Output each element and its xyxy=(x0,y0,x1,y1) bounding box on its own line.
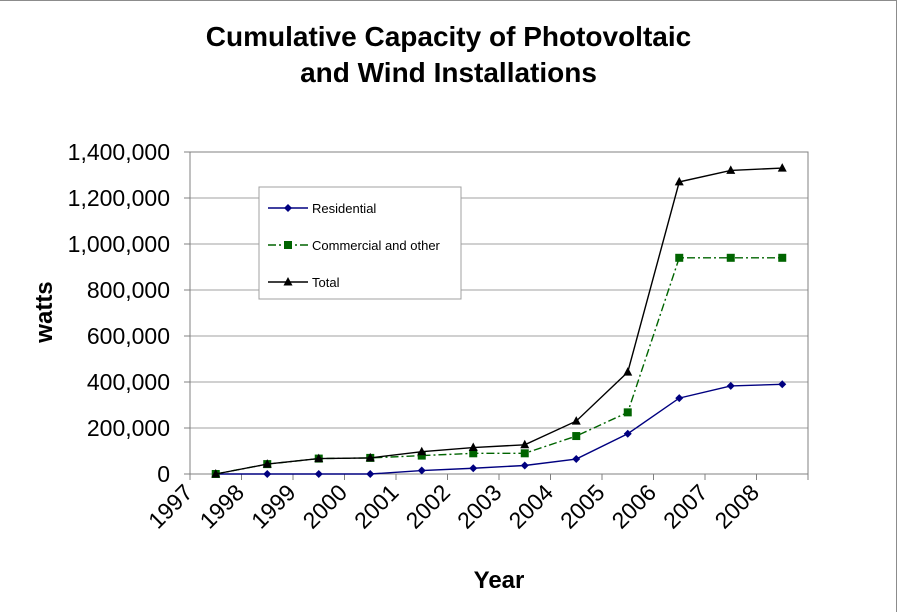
legend-marker xyxy=(284,204,292,212)
data-point xyxy=(675,394,684,403)
series-2 xyxy=(211,163,787,478)
data-point xyxy=(520,449,529,458)
data-point xyxy=(674,176,684,186)
data-point xyxy=(726,253,735,262)
x-tick-label: 2008 xyxy=(709,479,764,534)
data-point xyxy=(417,466,426,475)
data-point xyxy=(726,381,735,390)
data-point xyxy=(572,432,581,441)
x-axis-label: Year xyxy=(474,567,525,594)
data-point xyxy=(778,253,787,262)
data-point xyxy=(417,446,427,456)
legend-marker xyxy=(283,277,293,286)
y-axis-ticks: 0 200,000 400,000 600,000 800,000 1,000,000 1,… xyxy=(68,139,190,487)
x-tick-label: 2006 xyxy=(606,479,661,534)
data-point xyxy=(262,459,272,468)
data-point xyxy=(468,442,478,452)
x-tick-label: 2003 xyxy=(452,479,507,534)
series-line xyxy=(215,383,783,475)
chart-title-line-1: Cumulative Capacity of Photovoltaic xyxy=(205,21,692,52)
x-tick-label: 2002 xyxy=(400,479,455,534)
y-tick-label: 0 xyxy=(157,461,170,487)
y-tick-label: 1,000,000 xyxy=(68,231,170,257)
x-tick-label: 2005 xyxy=(555,479,610,534)
data-point xyxy=(778,380,787,389)
legend-marker xyxy=(284,241,292,249)
x-tick-label: 2001 xyxy=(349,479,404,534)
x-tick-label: 2000 xyxy=(297,479,352,534)
legend-label: Residential xyxy=(312,201,376,216)
y-tick-label: 600,000 xyxy=(87,323,170,349)
data-point xyxy=(314,453,324,463)
data-point xyxy=(365,452,375,462)
data-point xyxy=(623,367,633,376)
data-point xyxy=(469,464,478,473)
data-point xyxy=(572,455,581,464)
data-point xyxy=(211,469,221,478)
legend-label: Total xyxy=(312,275,340,290)
data-point xyxy=(571,416,581,425)
y-tick-label: 1,400,000 xyxy=(68,139,170,165)
x-tick-label: 2007 xyxy=(658,479,713,534)
data-point xyxy=(675,253,684,262)
y-tick-label: 800,000 xyxy=(87,277,170,303)
x-tick-label: 1998 xyxy=(194,479,249,534)
series-0 xyxy=(211,380,787,478)
data-point xyxy=(366,470,375,478)
series-line xyxy=(215,257,783,475)
y-tick-label: 1,200,000 xyxy=(68,185,170,211)
x-tick-label: 1997 xyxy=(143,479,198,534)
legend-box xyxy=(258,186,462,300)
data-point xyxy=(263,470,272,478)
chart-title-line-2: and Wind Installations xyxy=(300,57,597,88)
y-axis-label: watts xyxy=(31,281,58,343)
data-point xyxy=(417,451,426,460)
legend-label: Commercial and other xyxy=(312,238,441,253)
data-point xyxy=(777,163,787,172)
data-point xyxy=(520,461,529,470)
data-point xyxy=(726,165,736,174)
series-layer xyxy=(211,163,787,478)
x-tick-label: 1999 xyxy=(246,479,301,534)
y-tick-label: 400,000 xyxy=(87,369,170,395)
data-point xyxy=(520,439,530,449)
data-point xyxy=(469,449,478,458)
x-tick-label: 2004 xyxy=(503,479,558,534)
x-axis-ticks: 1997199819992000200120022003200420052006… xyxy=(143,474,809,534)
frame-top-border xyxy=(0,0,897,1)
y-tick-label: 200,000 xyxy=(87,415,170,441)
series-line xyxy=(215,167,783,475)
data-point xyxy=(623,408,632,417)
data-point xyxy=(314,470,323,478)
data-point xyxy=(623,429,632,438)
legend: Residential Commercial and other Total xyxy=(258,186,462,300)
